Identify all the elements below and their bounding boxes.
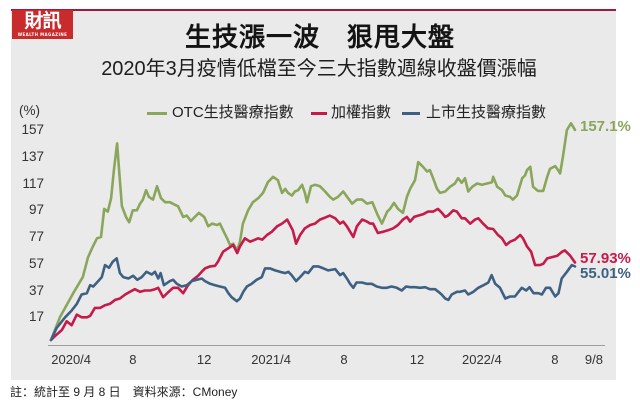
chart-subtitle: 2020年3月疫情低檔至今三大指數週線收盤價漲幅 — [101, 58, 537, 80]
y-tick-label: 57 — [28, 255, 44, 271]
legend-item-listed-biotech: 上市生技醫療指數 — [402, 104, 546, 122]
y-tick-label: 37 — [28, 282, 44, 298]
x-tick-label: 2021/4 — [251, 352, 291, 367]
y-tick-label: 97 — [28, 202, 44, 218]
legend-label: OTC生技醫療指數 — [172, 104, 294, 121]
y-tick-label: 77 — [28, 229, 44, 244]
legend-swatch-listed-biotech — [402, 111, 420, 115]
chart-title: 生技漲一波 狠甩大盤 — [184, 23, 455, 53]
x-tick-label: 8 — [551, 352, 559, 367]
legend-item-otc-biotech: OTC生技醫療指數 — [147, 104, 294, 122]
x-tick-label: 12 — [196, 352, 212, 367]
x-tick-label: 9/8 — [584, 352, 603, 367]
y-axis-unit: (%) — [19, 103, 40, 118]
x-tick-label: 2020/4 — [51, 352, 92, 367]
legend-swatch-taiex — [311, 111, 327, 115]
y-tick-label: 117 — [22, 175, 44, 191]
legend-item-taiex: 加權指數 — [311, 104, 391, 122]
logo-subtext: WEALTH MAGAZINE — [17, 32, 68, 37]
series-line-taiex — [49, 207, 577, 342]
y-tick-label: 17 — [28, 309, 44, 325]
x-tick-label: 12 — [409, 352, 425, 367]
source-footnote: 註：統計至 9 月 8 日 資料來源：CMoney — [10, 385, 238, 399]
series-line-listed-biotech — [49, 257, 577, 342]
end-label-listed-biotech: 55.01% — [580, 265, 631, 282]
logo-text: 財訊 — [24, 10, 61, 32]
legend-label: 加權指數 — [331, 104, 392, 121]
x-tick-label: 8 — [129, 352, 137, 367]
x-tick-label: 8 — [340, 352, 348, 367]
x-tick-label: 2022/4 — [461, 352, 502, 367]
end-label-otc-biotech: 157.1% — [580, 118, 631, 135]
y-tick-label: 137 — [21, 148, 44, 164]
x-axis-line — [48, 345, 605, 346]
magazine-logo: 財訊 WEALTH MAGAZINE — [12, 10, 73, 39]
end-label-taiex: 57.93% — [580, 250, 631, 267]
legend-label: 上市生技醫療指數 — [426, 104, 547, 121]
series-line-otc-biotech — [49, 122, 577, 342]
y-tick-label: 157 — [21, 122, 44, 137]
legend-swatch-otc-biotech — [147, 111, 167, 115]
top-rule — [11, 9, 616, 11]
